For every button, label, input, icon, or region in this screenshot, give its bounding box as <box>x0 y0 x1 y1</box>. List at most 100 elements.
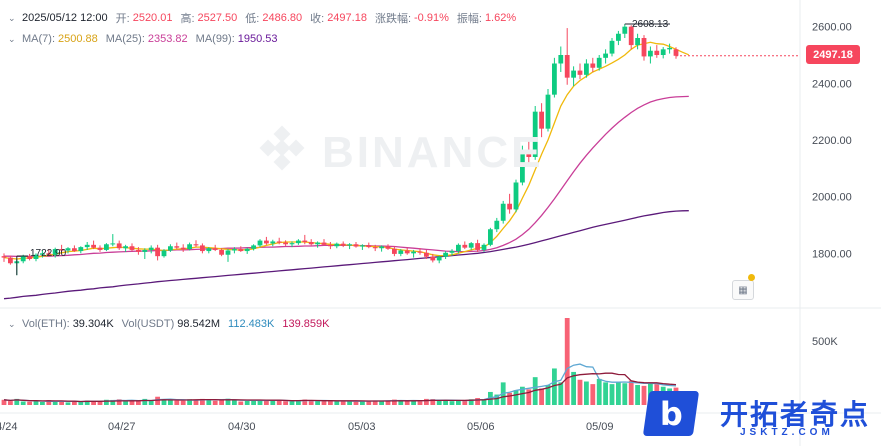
volume-bar <box>65 402 71 405</box>
candle-body <box>456 244 461 252</box>
volume-bar <box>564 318 570 405</box>
x-tick-label: 04/24 <box>0 421 18 433</box>
candle-body <box>65 248 71 251</box>
volume-legend: ⌄ Vol(ETH): 39.304K Vol(USDT) 98.542M 112.… <box>8 318 337 330</box>
candle-body <box>539 111 544 129</box>
volume-tick-label: 500K <box>812 336 838 348</box>
volume-bar <box>20 401 26 405</box>
volume-bar <box>225 398 231 405</box>
candle-body <box>20 256 26 262</box>
candle-body <box>462 244 468 248</box>
volume-bar <box>552 368 557 405</box>
volume-bar <box>251 399 256 405</box>
volume-bar <box>584 381 589 405</box>
candle-body <box>641 38 647 57</box>
volume-bar <box>97 401 103 405</box>
candle-body <box>545 94 551 129</box>
x-tick-label: 05/09 <box>586 421 614 433</box>
close-value: 2497.18 <box>327 12 367 24</box>
site-logo-mark: b <box>642 391 700 436</box>
volume-bar <box>174 400 180 405</box>
candle-body <box>257 240 263 246</box>
vol-collapse-chevron-icon[interactable]: ⌄ <box>8 318 16 329</box>
candle-body <box>584 63 589 75</box>
volume-bar <box>417 401 423 405</box>
chart-settings-icon[interactable]: ▦ <box>732 280 754 300</box>
ma25-label: MA(25): <box>105 33 145 45</box>
candle-body <box>104 244 109 250</box>
candle-body <box>84 244 90 248</box>
binance-logo-watermark <box>254 124 310 185</box>
candle-body <box>78 247 84 252</box>
volume-bar <box>603 382 608 405</box>
volume-bar <box>155 396 160 405</box>
candle-body <box>52 249 58 255</box>
candle-body <box>340 243 346 246</box>
candle-body <box>129 246 135 250</box>
volume-bar <box>520 386 525 405</box>
volume-bar <box>59 400 64 405</box>
candle-body <box>206 248 212 252</box>
volume-bar <box>283 401 288 405</box>
ma-collapse-chevron-icon[interactable]: ⌄ <box>8 33 16 44</box>
volume-bar <box>392 399 397 405</box>
candle-body <box>449 251 455 253</box>
candle-body <box>283 242 288 245</box>
volume-bar <box>52 401 58 405</box>
candle-body <box>532 111 538 157</box>
ma99-value: 1950.53 <box>237 33 278 45</box>
volume-bar <box>14 398 20 405</box>
candle-body <box>436 256 442 261</box>
volume-bar <box>232 400 237 405</box>
collapse-chevron-icon[interactable]: ⌄ <box>8 12 16 23</box>
candle-body <box>475 243 480 250</box>
volume-bar <box>289 401 295 405</box>
candle-body <box>123 246 128 249</box>
volume-bar <box>206 399 212 405</box>
volume-ma10-line <box>3 372 677 403</box>
x-tick-label: 04/27 <box>108 421 136 433</box>
candle-body <box>616 33 621 41</box>
candle-body <box>116 243 122 249</box>
candle-body <box>353 244 359 247</box>
candle-body <box>187 244 192 250</box>
volume-bar <box>46 400 52 405</box>
volume-bar <box>91 401 96 405</box>
candle-body <box>654 50 660 55</box>
volume-bar <box>257 399 263 405</box>
candle-body <box>33 254 39 259</box>
candle-body <box>212 248 218 250</box>
volume-bar <box>443 400 448 405</box>
volume-bar <box>481 399 487 405</box>
volume-bar <box>161 399 167 405</box>
candle-body <box>148 247 154 250</box>
volume-bar <box>1 399 7 405</box>
volume-bar <box>494 394 500 405</box>
candle-body <box>507 203 512 210</box>
volume-bar <box>526 389 532 405</box>
volume-bar <box>596 378 602 405</box>
volume-bar <box>456 400 461 405</box>
candle-body <box>667 47 672 50</box>
volume-bar <box>264 400 269 405</box>
candle-body <box>59 249 64 251</box>
ma7-value: 2500.88 <box>58 33 98 45</box>
volume-bar <box>571 371 576 405</box>
vol-eth-value: 39.304K <box>72 318 114 330</box>
low-marker-label: 1722.90 <box>30 248 67 259</box>
candle-body <box>315 242 320 245</box>
candle-body <box>520 149 525 183</box>
volume-bar <box>302 399 308 405</box>
volume-bar <box>219 399 224 405</box>
volume-bar <box>334 401 340 405</box>
candle-body <box>500 203 506 221</box>
binance-watermark: BINANCE <box>322 128 544 177</box>
site-logo-url: JSKTZ.COM <box>740 427 834 438</box>
site-logo-name: 开拓者奇点 <box>720 398 871 431</box>
candle-body <box>385 246 391 249</box>
candle-body <box>481 244 487 250</box>
vol-ma2-value: 139.859K <box>282 318 330 330</box>
volume-bar <box>590 384 596 405</box>
candle-body <box>180 247 186 250</box>
